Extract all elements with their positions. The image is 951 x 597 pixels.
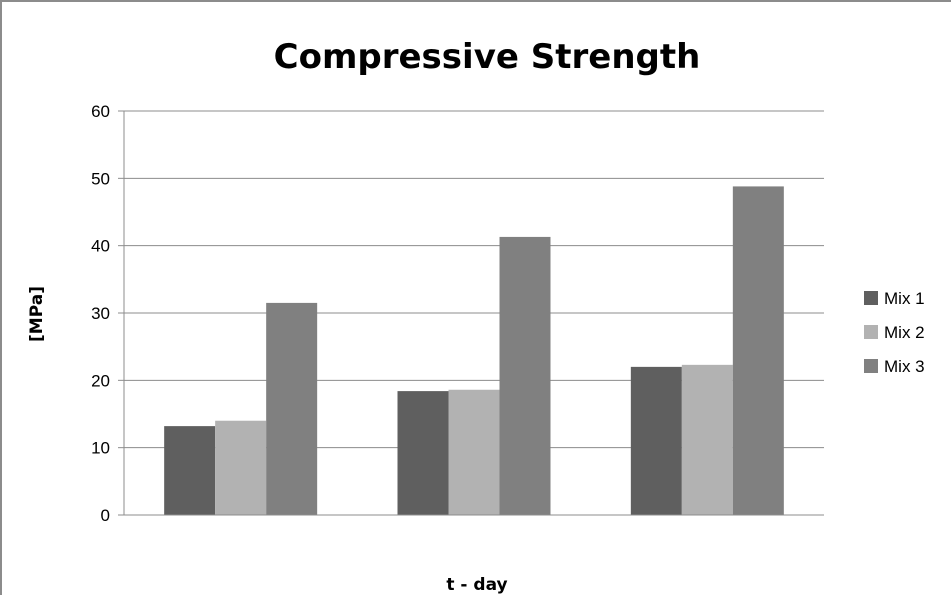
y-tick-label: 50 [91,169,110,188]
bar-mix-3 [266,302,318,515]
bar-mix-3 [732,186,784,515]
bar-mix-2 [215,420,267,515]
legend-swatch [864,359,878,373]
bar-mix-1 [630,366,682,515]
x-axis-label: t - day [446,575,507,595]
legend-label: Mix 1 [884,289,925,308]
bar-mix-1 [397,391,449,515]
y-tick-label: 60 [91,102,110,121]
bar-mix-3 [499,236,551,515]
legend-label: Mix 3 [884,357,925,376]
y-tick-label: 20 [91,371,110,390]
bar-mix-2 [448,389,500,515]
legend-swatch [864,291,878,305]
y-axis-label: [MPa] [27,286,47,342]
y-tick-label: 0 [101,506,110,525]
y-axis-ticks: 0 10 20 30 40 50 60 [91,102,124,525]
y-tick-label: 30 [91,304,110,323]
legend: Mix 1 Mix 2 Mix 3 [864,289,925,376]
legend-label: Mix 2 [884,323,925,342]
axes [123,111,824,516]
y-tick-label: 40 [91,237,110,256]
chart-title: Compressive Strength [274,37,701,77]
legend-swatch [864,325,878,339]
bar-mix-1 [164,426,216,515]
bars [164,186,784,515]
bar-mix-2 [681,364,733,515]
y-tick-label: 10 [91,439,110,458]
